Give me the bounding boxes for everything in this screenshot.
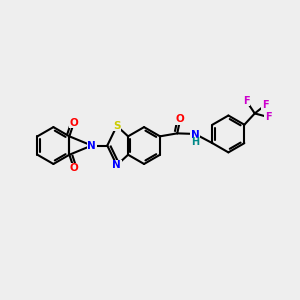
Text: N: N <box>191 130 200 140</box>
Text: N: N <box>87 140 96 151</box>
Text: S: S <box>113 121 121 131</box>
Text: O: O <box>176 114 184 124</box>
Text: O: O <box>69 163 78 173</box>
Text: H: H <box>191 137 199 147</box>
Text: F: F <box>262 100 268 110</box>
Text: F: F <box>243 96 250 106</box>
Text: F: F <box>265 112 272 122</box>
Text: N: N <box>112 160 121 170</box>
Text: O: O <box>69 118 78 128</box>
